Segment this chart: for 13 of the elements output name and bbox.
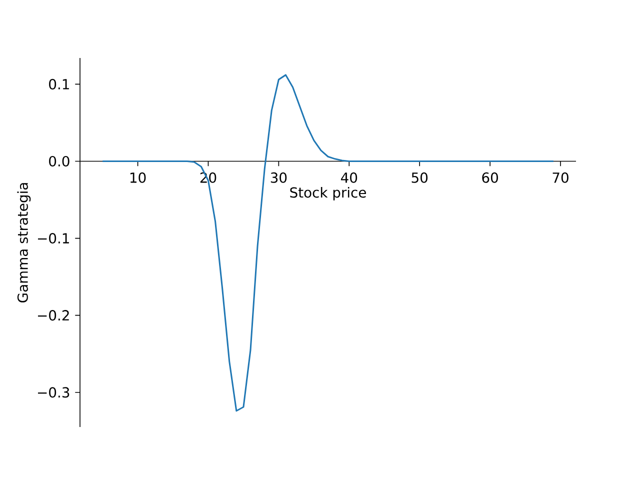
y-tick-label: −0.2 (38, 310, 69, 321)
y-tick-label: 0.0 (49, 156, 70, 166)
y-tick-label: −0.3 (38, 387, 70, 398)
x-tick-label: 70 (552, 172, 568, 183)
y-axis-title: Gamma strategia (17, 183, 31, 302)
x-tick-label: 40 (340, 172, 358, 183)
y-tick-label: −0.1 (38, 233, 69, 244)
x-axis-title: Stock price (290, 186, 366, 200)
x-tick-label: 50 (412, 172, 428, 183)
y-tick-label: 0.1 (49, 78, 69, 90)
x-tick-label: 30 (270, 172, 287, 183)
x-tick-label: 60 (482, 172, 498, 183)
x-tick-label: 10 (130, 172, 146, 183)
